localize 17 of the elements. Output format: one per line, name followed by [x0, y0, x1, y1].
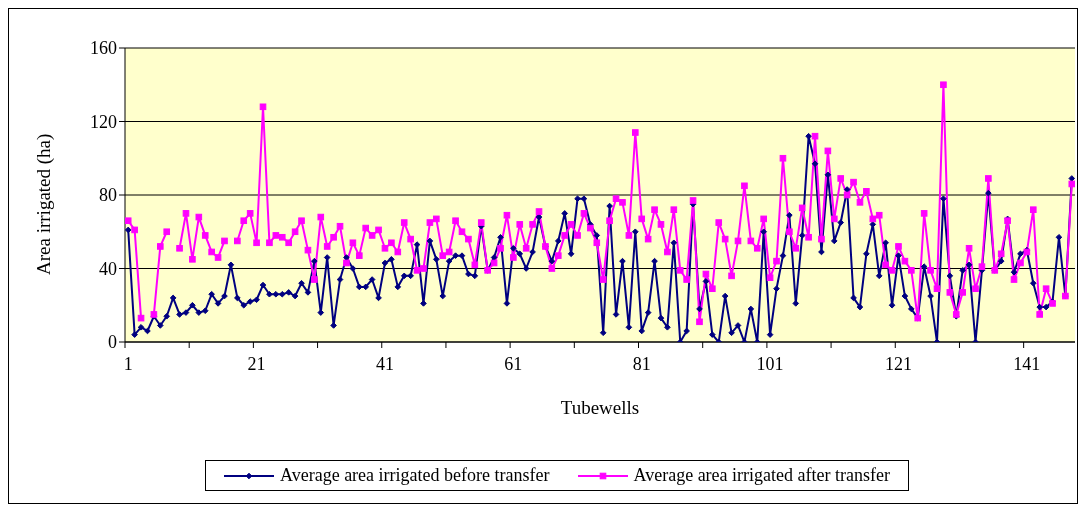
y-tick-label: 40 [99, 258, 117, 279]
x-tick-label: 121 [884, 354, 912, 374]
y-tick-label: 120 [90, 111, 117, 132]
y-axis-title: Area irrigated (ha) [32, 133, 55, 275]
x-axis-title: Tubewells [560, 397, 640, 418]
x-tick-label: 81 [632, 354, 651, 374]
legend-label: Average area irrigated after transfer [633, 465, 890, 486]
y-tick-label: 80 [99, 185, 117, 206]
x-tick-label: 21 [247, 354, 266, 374]
y-tick-label: 0 [108, 332, 117, 353]
x-tick-label: 101 [756, 354, 784, 374]
legend-label: Average area irrigated before transfer [280, 465, 550, 486]
x-tick-label: 141 [1013, 354, 1041, 374]
x-tick-label: 1 [123, 354, 133, 374]
x-tick-label: 41 [375, 354, 394, 374]
x-tick-label: 61 [504, 354, 523, 374]
y-tick-label: 160 [90, 38, 117, 59]
